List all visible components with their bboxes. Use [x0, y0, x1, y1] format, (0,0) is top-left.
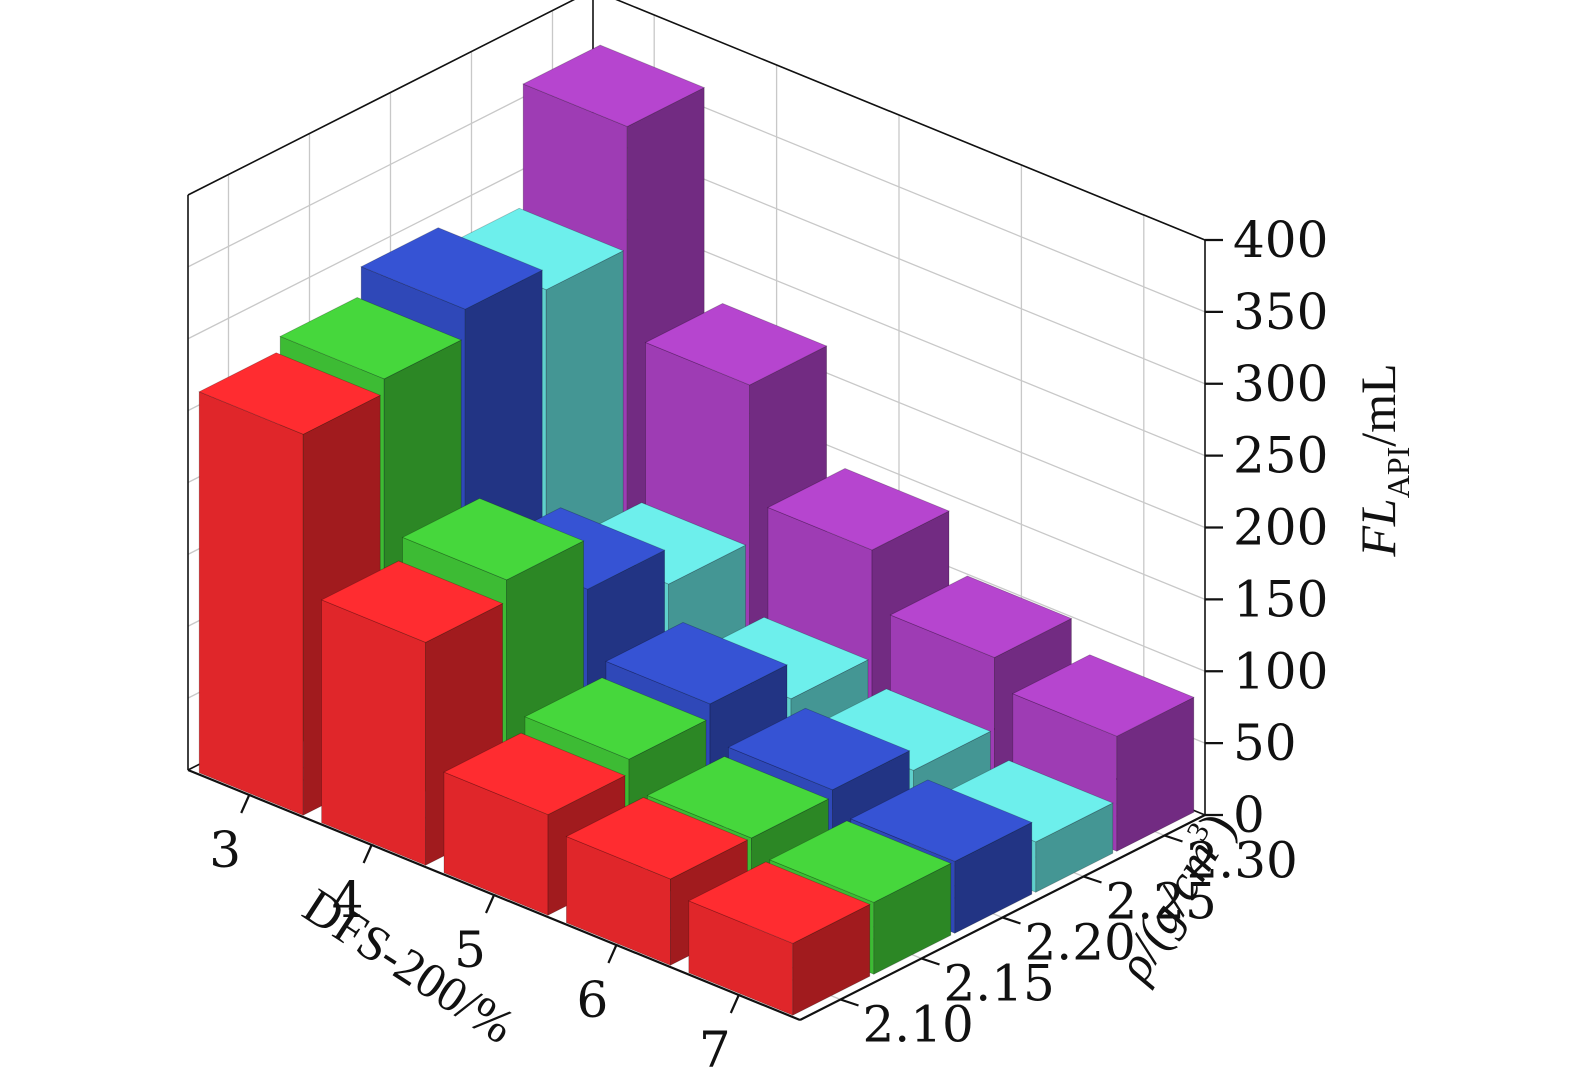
x-tick: [484, 894, 496, 914]
z-tick-label: 50: [1233, 714, 1297, 772]
z-tick-label: 150: [1233, 570, 1328, 628]
z-tick-label: 300: [1233, 355, 1328, 413]
z-tick-label: 100: [1233, 642, 1328, 700]
x-tick-label: 7: [699, 1021, 731, 1073]
y-tick: [921, 957, 940, 966]
bar-top-face: [360, 227, 544, 310]
bar-2.30-7: [1011, 654, 1195, 852]
x-tick: [607, 944, 618, 964]
z-tick-label: 400: [1233, 211, 1328, 269]
x-tick: [240, 794, 251, 814]
y-tick-label: 2.25: [1106, 873, 1217, 931]
y-tick: [1164, 834, 1183, 843]
y-tick-label: 2.30: [1187, 832, 1298, 890]
bar-top-face: [889, 575, 1073, 658]
bar-top-face: [849, 779, 1033, 862]
x-tick-label: 4: [332, 871, 364, 929]
x-tick-label: 5: [454, 921, 486, 979]
y-tick-label: 2.15: [944, 955, 1055, 1013]
y-tick: [840, 998, 859, 1007]
z-tick-label: 350: [1233, 283, 1328, 341]
z-axis-title-end: /mL: [1350, 363, 1406, 446]
bar-top-face: [522, 44, 706, 127]
bar-top-face: [767, 468, 950, 551]
bar-top-face: [565, 797, 749, 880]
z-tick-label: 250: [1233, 427, 1328, 485]
bar-top-face: [646, 756, 830, 839]
bars-group: [198, 44, 1195, 1016]
bar-top-face: [279, 297, 463, 380]
y-tick: [1002, 916, 1021, 925]
back-wall-top: [615, 0, 1206, 241]
bar-top-face: [198, 352, 382, 435]
bar-top-face: [524, 677, 707, 760]
z-axis-title-main: FL: [1350, 498, 1406, 557]
z-axis-title-sub: API: [1380, 447, 1416, 499]
bar-top-face: [605, 621, 788, 705]
bar-front-face: [321, 599, 427, 866]
z-tick-label: 0: [1233, 786, 1265, 844]
bar-top-face: [401, 497, 585, 581]
bar-2.10-7: [687, 861, 871, 1016]
x-tick: [729, 994, 740, 1014]
bar-top-face: [644, 303, 828, 386]
bar-top-face: [687, 861, 871, 944]
z-axis-title: FLAPI/mL: [1350, 363, 1416, 557]
x-tick-label: 6: [576, 971, 608, 1029]
left-wall-top: [187, 0, 576, 196]
y-tick: [1083, 875, 1102, 884]
bar-front-face: [198, 391, 304, 816]
bar-top-face: [1011, 654, 1195, 737]
y-tick-label: 2.20: [1025, 914, 1136, 972]
x-tick: [362, 844, 373, 864]
z-tick-label: 200: [1233, 499, 1328, 557]
x-tick-label: 3: [209, 821, 241, 879]
bar-top-face: [768, 820, 952, 903]
bar-top-face: [320, 560, 504, 643]
bar-top-face: [727, 707, 911, 791]
y-tick-label: 2.10: [863, 996, 974, 1054]
bar-top-face: [443, 732, 626, 816]
